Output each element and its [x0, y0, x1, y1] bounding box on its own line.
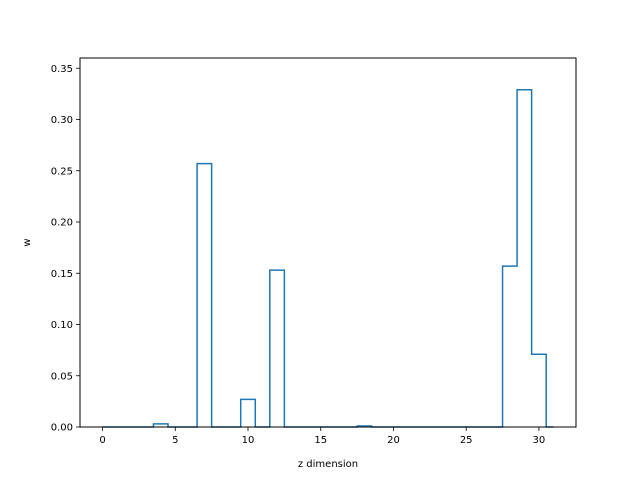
- y-tick-label: 0.05: [51, 371, 73, 382]
- x-axis-label: z dimension: [298, 459, 358, 470]
- x-tick-label: 0: [99, 435, 105, 446]
- y-axis-label: w: [22, 238, 33, 246]
- plot-area: [102, 89, 554, 428]
- plot-frame: [79, 57, 577, 428]
- y-tick-label: 0.35: [51, 64, 73, 75]
- x-tick-label: 30: [533, 435, 546, 446]
- x-tick-label: 20: [387, 435, 400, 446]
- y-axis: 0.00 0.05 0.10 0.15 0.20 0.25 0.30 0.35: [51, 64, 80, 434]
- x-tick-label: 10: [242, 435, 255, 446]
- y-tick-label: 0.30: [51, 115, 73, 126]
- x-axis: 0 5 10 15 20 25 30: [99, 427, 545, 446]
- x-tick-label: 15: [314, 435, 327, 446]
- y-tick-label: 0.20: [51, 218, 73, 229]
- series-line-0: [102, 89, 554, 428]
- y-tick-label: 0.10: [51, 320, 73, 331]
- y-tick-label: 0.15: [51, 269, 73, 280]
- y-tick-label: 0.00: [51, 423, 73, 434]
- x-tick-label: 25: [460, 435, 473, 446]
- x-tick-label: 5: [172, 435, 178, 446]
- y-tick-label: 0.25: [51, 166, 73, 177]
